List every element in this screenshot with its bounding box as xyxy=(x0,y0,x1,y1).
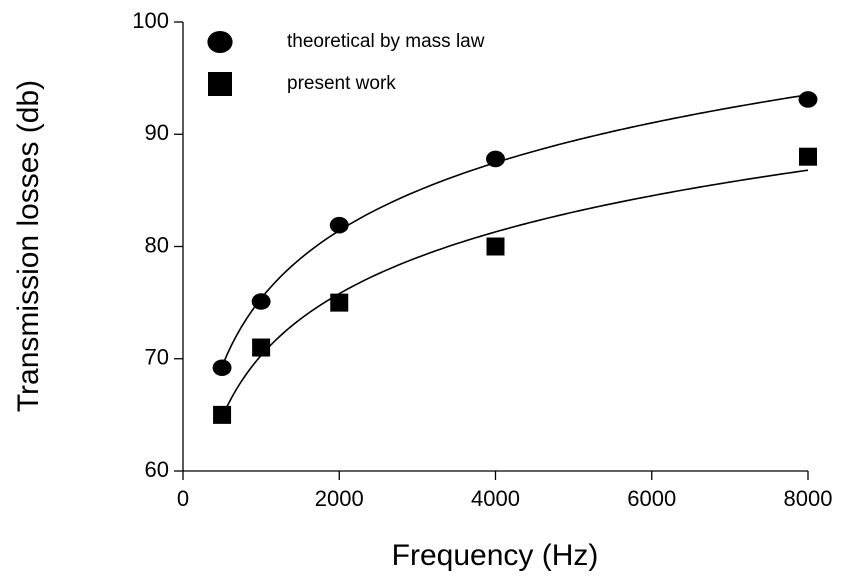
y-axis-label: Transmission losses (db) xyxy=(12,80,45,412)
x-tick-label: 8000 xyxy=(784,486,833,511)
y-tick-label: 60 xyxy=(145,457,169,482)
point xyxy=(212,359,232,377)
legend-text: theoretical by mass law xyxy=(287,31,485,52)
x-tick-label: 2000 xyxy=(315,486,364,511)
trend-line xyxy=(221,169,809,418)
point xyxy=(213,405,232,424)
x-tick-label: 0 xyxy=(177,486,189,511)
point xyxy=(252,338,271,357)
legend-text: present work xyxy=(287,73,396,94)
y-tick-label: 100 xyxy=(132,8,169,33)
legend-marker xyxy=(207,30,233,54)
point xyxy=(486,237,505,256)
trend-line xyxy=(221,93,809,367)
point xyxy=(799,147,817,166)
y-tick-label: 70 xyxy=(145,345,169,370)
point xyxy=(486,150,505,168)
y-tick-label: 90 xyxy=(145,120,169,145)
point xyxy=(251,293,271,310)
x-tick-label: 6000 xyxy=(627,486,676,511)
legend-marker xyxy=(208,72,232,96)
point xyxy=(329,216,349,234)
point xyxy=(330,293,349,312)
x-axis-label: Frequency (Hz) xyxy=(392,539,599,572)
point xyxy=(798,91,818,108)
y-tick-label: 80 xyxy=(145,232,169,257)
x-tick-label: 4000 xyxy=(471,486,520,511)
